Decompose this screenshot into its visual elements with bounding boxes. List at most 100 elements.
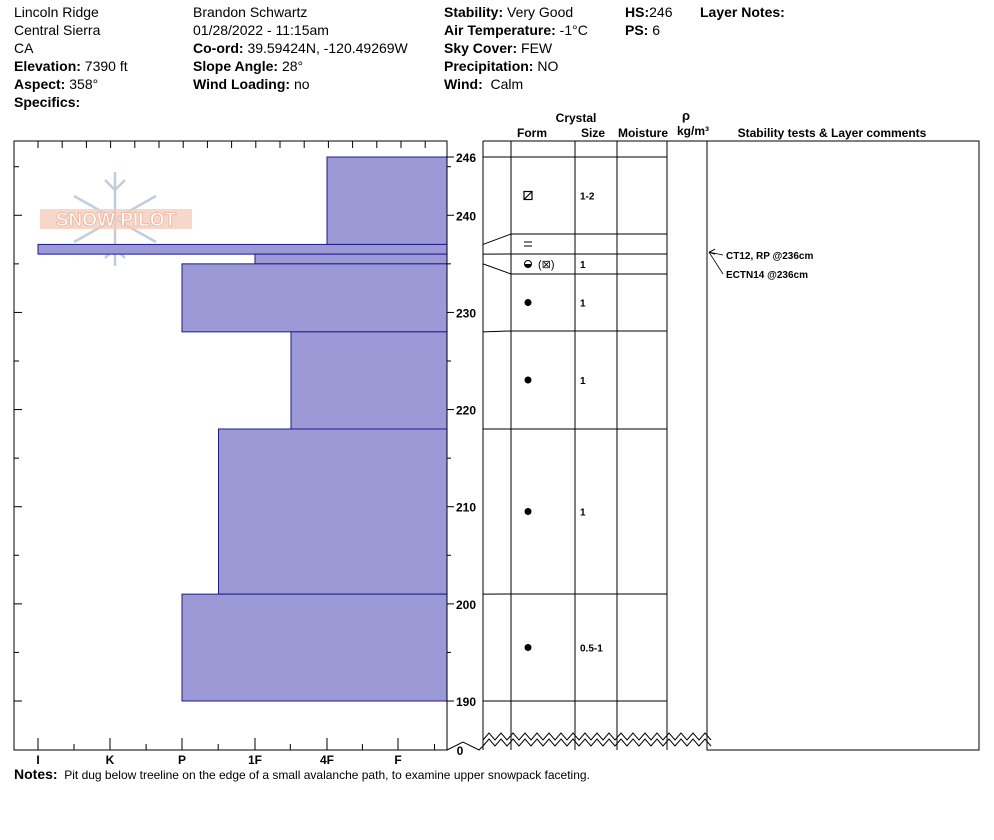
aspect: Aspect: 358°	[14, 75, 128, 93]
coord-value: 39.59424N, -120.49269W	[247, 40, 408, 56]
hardness-bar-5	[218, 428, 448, 595]
height-label-246: 246	[456, 151, 476, 165]
wind-value: Calm	[490, 76, 524, 92]
x-tick-label-K: K	[106, 753, 115, 767]
x-tick-label-1F: 1F	[248, 753, 262, 767]
slope-label: Slope Angle:	[193, 58, 279, 74]
wind-loading-value: no	[293, 76, 310, 92]
density-symbol: ρ	[682, 108, 690, 123]
height-label-220: 220	[456, 404, 476, 418]
height-label-240: 240	[456, 209, 476, 223]
crystal-header: Crystal	[556, 111, 597, 125]
sky-value: FEW	[521, 40, 553, 56]
rounded-icon-5	[524, 508, 532, 515]
hardness-bar-4	[290, 331, 448, 430]
specifics: Specifics:	[14, 93, 128, 111]
stability-value: Very Good	[507, 4, 574, 20]
axis-break-lower	[482, 738, 712, 747]
moisture-header: Moisture	[618, 126, 668, 140]
depth-info: HS:246 PS: 6	[625, 3, 672, 39]
stability-arrowhead	[708, 248, 716, 255]
height-label-190: 190	[456, 695, 476, 709]
height-label-230: 230	[456, 306, 476, 320]
snowpilot-watermark: SNOW PILOT	[40, 172, 192, 266]
rounded-icon-6	[524, 644, 532, 651]
faceted-icon-0-diag	[523, 191, 533, 200]
range: Central Sierra	[14, 22, 101, 38]
rounded-icon-3	[524, 299, 532, 306]
size-label-0: 1-2	[580, 192, 595, 203]
x-tick-label-4F: 4F	[320, 753, 334, 767]
form-header: Form	[517, 126, 547, 140]
air-temperature: Air Temperature: -1°C	[444, 21, 588, 39]
slope-angle: Slope Angle: 28°	[193, 57, 408, 75]
stability: Stability: Very Good	[444, 3, 588, 21]
specifics-label: Specifics:	[14, 94, 81, 110]
wind: Wind: Calm	[444, 75, 588, 93]
hs-label: HS:	[625, 4, 650, 20]
wind-loading: Wind Loading: no	[193, 75, 408, 93]
size-label-3: 1	[580, 299, 586, 310]
sky-cover: Sky Cover: FEW	[444, 39, 588, 57]
watermark-band	[40, 209, 192, 229]
site-info: Lincoln Ridge Central Sierra CA Elevatio…	[14, 3, 128, 111]
x-tick-label-I: I	[36, 753, 39, 767]
stability-test-1: ECTN14 @236cm	[726, 270, 808, 281]
rounded-icon-4	[524, 376, 532, 384]
notes: Notes: Pit dug below treeline on the edg…	[14, 766, 590, 782]
aspect-value: 358°	[69, 76, 99, 92]
axis-break-upper	[482, 732, 712, 741]
air-temp-label: Air Temperature:	[444, 22, 556, 38]
secondary-form-2: (⊠)	[538, 259, 555, 271]
observer-info: Brandon Schwartz 01/28/2022 - 11:15am Co…	[193, 3, 408, 93]
stability-label: Stability:	[444, 4, 504, 20]
elevation: Elevation: 7390 ft	[14, 57, 128, 75]
height-label-zero: 0	[457, 744, 464, 758]
hs: HS:246	[625, 3, 672, 21]
slope-value: 28°	[281, 58, 304, 74]
location: Lincoln Ridge	[14, 4, 99, 20]
coordinates: Co-ord: 39.59424N, -120.49269W	[193, 39, 408, 57]
precipitation: Precipitation: NO	[444, 57, 588, 75]
observer: Brandon Schwartz	[193, 4, 308, 20]
hs-value: 246	[649, 4, 673, 20]
faceted-icon-0-box	[523, 190, 533, 201]
stability-pointer-1	[708, 251, 724, 275]
wind-loading-label: Wind Loading:	[193, 76, 291, 92]
stability-frame	[706, 140, 980, 751]
axis-break-left	[446, 741, 484, 751]
density-unit: kg/m³	[677, 124, 709, 138]
size-label-6: 0.5-1	[580, 644, 603, 655]
state: CA	[14, 40, 34, 56]
elevation-value: 7390 ft	[84, 58, 128, 74]
column-headers: Crystal Form Size Moisture ρ kg/m³ Stabi…	[517, 108, 927, 140]
hardness-plot: I K P 1F 4F F	[13, 140, 448, 767]
notes-label: Notes:	[14, 766, 58, 782]
hardness-bar-2	[254, 253, 448, 265]
notes-text: Pit dug below treeline on the edge of a …	[64, 768, 590, 782]
faceted-icon-0	[523, 190, 533, 201]
datetime: 01/28/2022 - 11:15am	[193, 22, 329, 38]
layer-connector-228	[482, 330, 512, 333]
sky-label: Sky Cover:	[444, 40, 518, 56]
height-label-210: 210	[456, 501, 476, 515]
layer-notes: Layer Notes:	[700, 3, 785, 21]
precip-label: Precipitation:	[444, 58, 534, 74]
layer-table: 190 200 210 220 230 240 246 0 1-2 (⊠) 1 1 1 1 0.5-1 CT1…	[446, 140, 980, 758]
coord-label: Co-ord:	[193, 40, 244, 56]
hardness-bar-1	[37, 243, 448, 255]
size-label-2: 1	[580, 260, 586, 271]
hardness-bar-3	[181, 263, 448, 333]
elevation-label: Elevation:	[14, 58, 81, 74]
layer-connector-237	[482, 233, 512, 245]
ps: PS: 6	[625, 21, 672, 39]
precip-value: NO	[537, 58, 559, 74]
ps-label: PS:	[625, 22, 649, 38]
meltfreeze-icon-fill-2	[524, 264, 532, 268]
wind-label: Wind:	[444, 76, 483, 92]
size-label-4: 1	[580, 376, 586, 387]
size-header: Size	[581, 126, 605, 140]
stability-header: Stability tests & Layer comments	[738, 126, 927, 140]
layer-connector-235	[482, 263, 512, 275]
